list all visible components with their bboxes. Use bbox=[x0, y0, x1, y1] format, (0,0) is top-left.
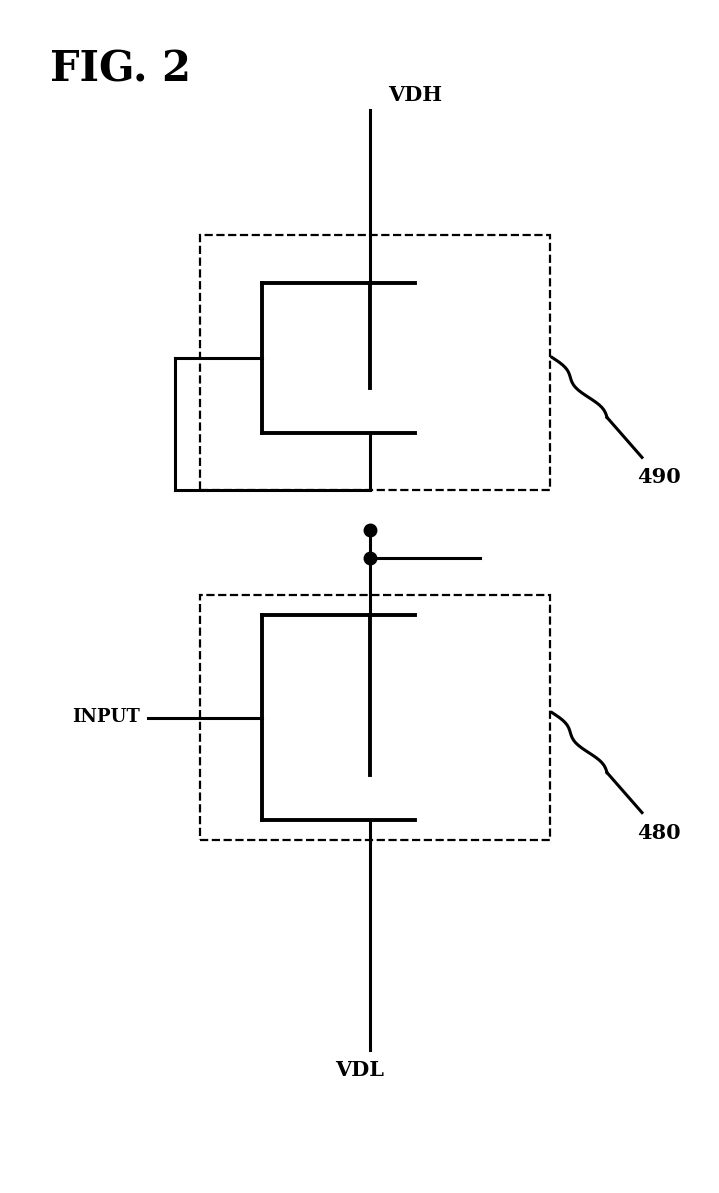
Text: 490: 490 bbox=[637, 468, 681, 488]
Text: VDH: VDH bbox=[388, 85, 442, 105]
Text: VDL: VDL bbox=[335, 1061, 384, 1080]
Text: 480: 480 bbox=[637, 823, 681, 842]
Bar bbox=[200, 595, 550, 840]
Text: INPUT: INPUT bbox=[72, 709, 140, 727]
Bar bbox=[200, 235, 550, 490]
Text: FIG. 2: FIG. 2 bbox=[50, 48, 191, 89]
